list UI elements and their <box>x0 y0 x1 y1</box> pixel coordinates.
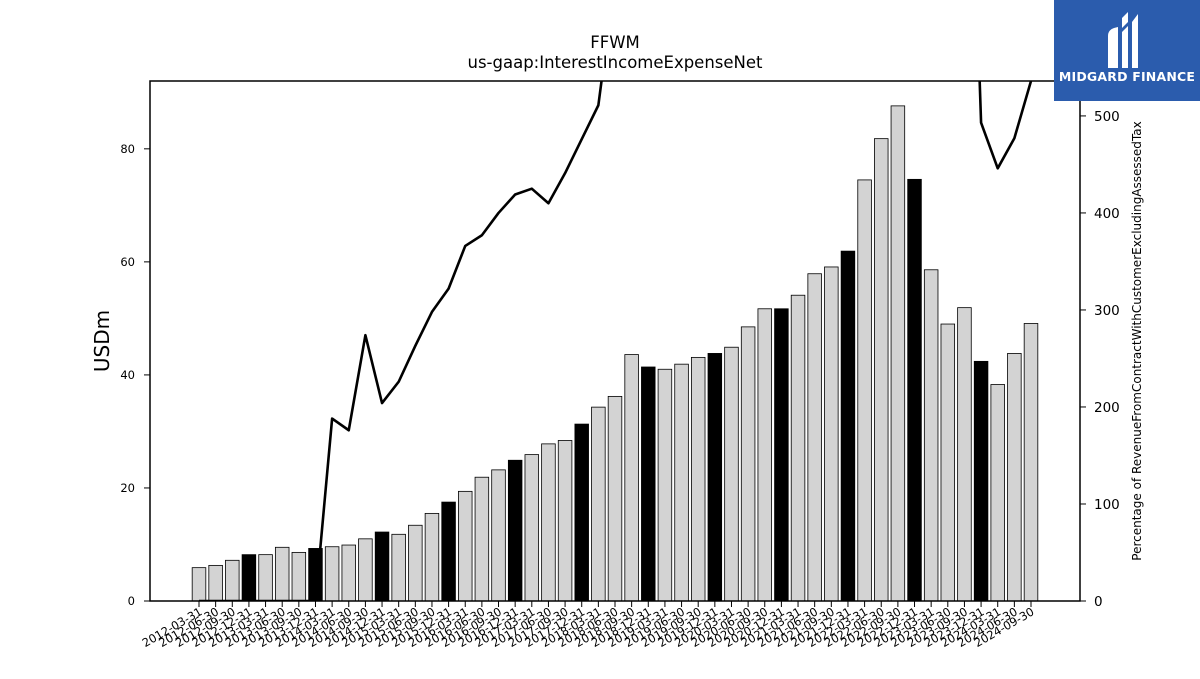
bar-2017-12-31 <box>574 423 589 602</box>
bar-2024-09-30 <box>1023 323 1039 602</box>
bar-2021-09-30 <box>824 266 839 602</box>
bar-2022-06-30 <box>874 138 889 602</box>
bar-2023-09-30 <box>957 307 972 602</box>
y-tick-label: 20 <box>120 481 135 495</box>
midgard-finance-logo: MIDGARD FINANCE <box>1054 0 1200 101</box>
bar-2018-06-30 <box>607 395 623 602</box>
bar-2014-12-31 <box>374 531 390 602</box>
bar-2019-12-31 <box>707 353 723 602</box>
bar-2019-06-30 <box>674 363 689 602</box>
midgard-logo-icon <box>1108 12 1138 68</box>
bar-2017-09-30 <box>557 440 573 602</box>
bar-2024-03-31 <box>990 384 1005 602</box>
bar-2017-03-31 <box>524 454 540 602</box>
bar-2014-03-31 <box>324 546 340 602</box>
bar-2016-09-30 <box>491 469 506 602</box>
bar-2016-03-31 <box>458 490 473 602</box>
y2-tick-label: 0 <box>1094 594 1103 610</box>
bar-2015-06-30 <box>408 524 423 602</box>
y-tick-label: 80 <box>120 142 135 156</box>
bar-2020-03-31 <box>724 346 739 602</box>
bar-2020-09-30 <box>757 308 772 602</box>
chart-subtitle: us-gaap:InterestIncomeExpenseNet <box>467 53 763 72</box>
bar-2021-03-31 <box>790 294 806 602</box>
bar-2014-06-30 <box>341 544 356 602</box>
y-axis: 0 20 40 60 80 <box>120 142 150 608</box>
bar-2013-06-30 <box>274 546 290 602</box>
y2-tick-label: 100 <box>1094 497 1120 513</box>
y-tick-label: 40 <box>120 368 135 382</box>
bar-2019-03-31 <box>657 368 673 602</box>
bar-2012-12-31 <box>241 554 257 602</box>
bar-2016-06-30 <box>474 476 490 602</box>
logo-text: MIDGARD FINANCE <box>1058 69 1196 84</box>
bar-2024-06-30 <box>1007 353 1022 602</box>
bar-2012-09-30 <box>225 559 240 602</box>
bar-2017-06-30 <box>541 443 556 602</box>
bar-2018-12-31 <box>641 366 656 602</box>
y2-axis-label: Percentage of RevenueFromContractWithCus… <box>1130 121 1144 560</box>
bar-2012-06-30 <box>208 564 223 602</box>
y-tick-label: 60 <box>120 255 135 269</box>
bar-2016-12-31 <box>507 459 523 602</box>
chart-title: FFWM <box>590 33 640 52</box>
bar-2023-12-31 <box>973 360 989 602</box>
y2-tick-label: 500 <box>1094 109 1120 125</box>
y2-tick-label: 300 <box>1094 303 1120 319</box>
bar-2013-09-30 <box>291 551 307 602</box>
bar-2012-03-31 <box>191 567 207 602</box>
line-series <box>199 81 1033 601</box>
ratio-line <box>199 81 1033 601</box>
y2-tick-label: 200 <box>1094 400 1120 416</box>
x-axis: 2012-03-312012-06-302012-09-302012-12-31… <box>140 601 1037 650</box>
bar-2013-03-31 <box>258 554 273 602</box>
bar-2020-12-31 <box>774 308 789 602</box>
bar-2021-06-30 <box>807 273 822 602</box>
bar-2019-09-30 <box>690 356 706 602</box>
bar-2023-03-31 <box>923 269 939 602</box>
bar-2023-06-30 <box>940 323 956 602</box>
bar-2021-12-31 <box>840 250 856 602</box>
bars <box>191 105 1039 602</box>
bar-2020-06-30 <box>740 326 756 602</box>
y-axis-label: USDm <box>90 310 114 372</box>
bar-2018-09-30 <box>624 354 639 602</box>
bar-2018-03-31 <box>591 406 606 602</box>
bar-2022-12-31 <box>907 178 922 602</box>
bar-2015-09-30 <box>424 512 440 602</box>
y-tick-label: 0 <box>128 594 135 608</box>
bar-2022-09-30 <box>890 105 906 602</box>
bar-2014-09-30 <box>358 538 373 602</box>
y2-axis: 0 100 200 300 400 500 <box>1080 109 1120 610</box>
bar-2015-03-31 <box>391 533 406 602</box>
bar-2022-03-31 <box>857 179 872 602</box>
bar-2015-12-31 <box>441 501 456 602</box>
y2-tick-label: 400 <box>1094 206 1120 222</box>
